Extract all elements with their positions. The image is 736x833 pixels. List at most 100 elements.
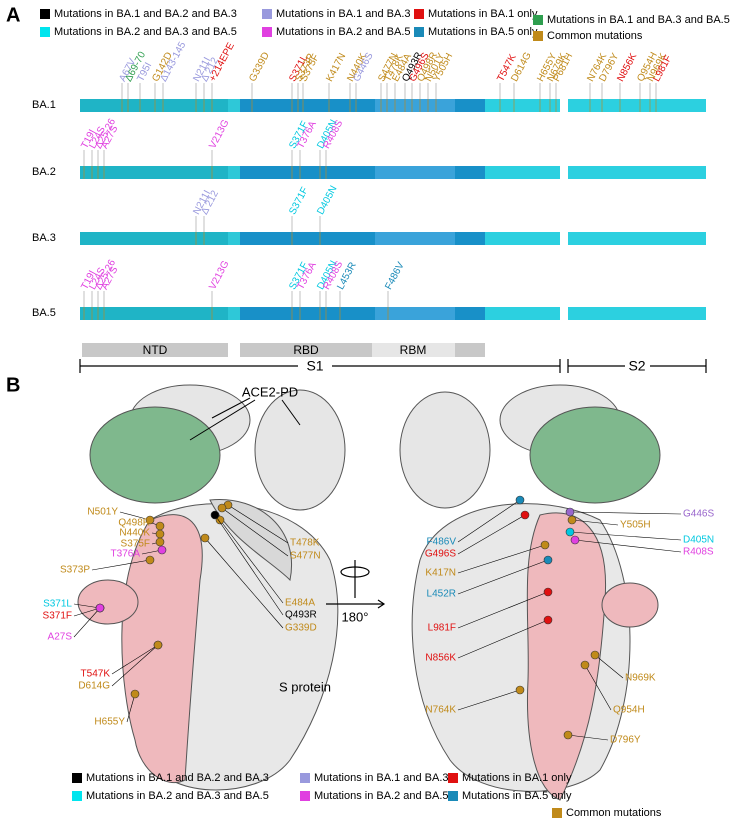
- domain-label: RBD: [293, 343, 319, 357]
- label-leader: [457, 514, 526, 555]
- label-leader: [204, 537, 284, 629]
- legend-swatch: [533, 15, 543, 25]
- protein-segment: [375, 166, 455, 179]
- mutation-label: G496S: [425, 549, 456, 560]
- mutation-label: D614G: [78, 681, 110, 692]
- ace2-label: ACE2-PD: [242, 384, 298, 399]
- legend-swatch: [448, 791, 458, 801]
- legend-swatch: [72, 791, 82, 801]
- legend-label: Mutations in BA.1 and BA.3: [314, 772, 449, 784]
- protein-segment: [568, 99, 706, 112]
- mutation-label: D796Y: [610, 735, 641, 746]
- mutation-label: G339D: [285, 623, 317, 634]
- protein-segment: [80, 99, 228, 112]
- label-leader: [569, 531, 682, 541]
- mutation-site: [153, 640, 163, 650]
- mutation-site: [155, 537, 165, 547]
- label-leader: [457, 689, 521, 711]
- mutation-label: E484A: [285, 598, 315, 609]
- mutation-site: [145, 515, 155, 525]
- mutation-label: S371F: [287, 185, 311, 216]
- row-label: BA.3: [32, 232, 56, 244]
- legend-label: Mutations in BA.5 only: [428, 26, 538, 38]
- label-leader: [214, 514, 284, 616]
- label-leader: [569, 511, 682, 515]
- mutation-label: H655Y: [94, 717, 125, 728]
- ntd-box: [82, 343, 228, 357]
- mutation-label: S371F: [43, 611, 72, 622]
- label-leader: [567, 734, 609, 741]
- label-leader: [91, 559, 151, 571]
- protein-segment: [228, 166, 240, 179]
- mutation-label: S373P: [60, 565, 90, 576]
- legend-swatch: [552, 808, 562, 818]
- label-leader: [457, 544, 546, 574]
- mutation-site: [565, 507, 575, 517]
- label-leader: [73, 603, 101, 609]
- domain-label: S1: [306, 358, 323, 374]
- label-leader: [584, 664, 612, 711]
- protein-segment: [80, 307, 228, 320]
- protein-segment: [80, 232, 228, 245]
- row-label: BA.1: [32, 99, 56, 111]
- legend-swatch: [300, 791, 310, 801]
- legend-swatch: [533, 31, 543, 41]
- protein-segment: [485, 166, 560, 179]
- mutation-label: F486V: [383, 260, 407, 291]
- label-leader: [73, 607, 101, 638]
- mutation-site: [155, 521, 165, 531]
- mutation-site: [543, 587, 553, 597]
- rbd-box: [240, 343, 372, 357]
- protein-segment: [240, 99, 375, 112]
- domain-label: RBM: [400, 343, 427, 357]
- legend-swatch: [414, 9, 424, 19]
- legend-label: Common mutations: [566, 807, 662, 819]
- label-leader: [111, 644, 159, 687]
- mutation-label: S371L: [43, 599, 72, 610]
- mutation-site: [520, 510, 530, 520]
- label-leader: [221, 507, 289, 557]
- protein-segment: [568, 232, 706, 245]
- protein-segment: [485, 307, 560, 320]
- legend-swatch: [40, 9, 50, 19]
- mutation-label: N440K: [119, 528, 150, 539]
- legend-swatch: [262, 27, 272, 37]
- row-label: BA.2: [32, 166, 56, 178]
- rotation-arrow: [326, 560, 386, 609]
- legend-label: Mutations in BA.1 and BA.2 and BA.3: [54, 8, 237, 20]
- mutation-label: S375F: [121, 539, 150, 550]
- mutation-label: D405N: [315, 184, 339, 217]
- protein-segment: [228, 99, 240, 112]
- mutation-site: [210, 510, 220, 520]
- mutation-label: L981F: [428, 623, 456, 634]
- mutation-label: T478K: [290, 538, 320, 549]
- panel-label: A: [6, 4, 20, 26]
- legend-label: Mutations in BA.2 and BA.5: [276, 26, 411, 38]
- legend-swatch: [262, 9, 272, 19]
- protein-segment: [228, 307, 240, 320]
- protein-segment: [240, 166, 375, 179]
- panel-label: B: [6, 374, 20, 396]
- protein-segment: [485, 99, 560, 112]
- mutation-label: N969K: [625, 673, 656, 684]
- mutation-site: [95, 603, 105, 613]
- mutation-site: [130, 689, 140, 699]
- row-label: BA.5: [32, 307, 56, 319]
- structure-label: S protein: [279, 679, 331, 694]
- protein-segment: [485, 232, 560, 245]
- mutation-site: [570, 535, 580, 545]
- legend-label: Mutations in BA.1 and BA.2 and BA.3: [86, 772, 269, 784]
- mutation-label: Q493R: [285, 610, 317, 621]
- mutation-label: N856K: [425, 653, 456, 664]
- legend-swatch: [40, 27, 50, 37]
- mutation-label: G446S: [683, 509, 714, 520]
- label-leader: [227, 504, 289, 544]
- protein-segment: [455, 232, 485, 245]
- label-leader: [126, 693, 136, 723]
- mutation-site: [543, 555, 553, 565]
- mutation-site: [145, 555, 155, 565]
- rbd-box: [455, 343, 485, 357]
- mutation-site: [563, 730, 573, 740]
- label-leader: [594, 654, 624, 679]
